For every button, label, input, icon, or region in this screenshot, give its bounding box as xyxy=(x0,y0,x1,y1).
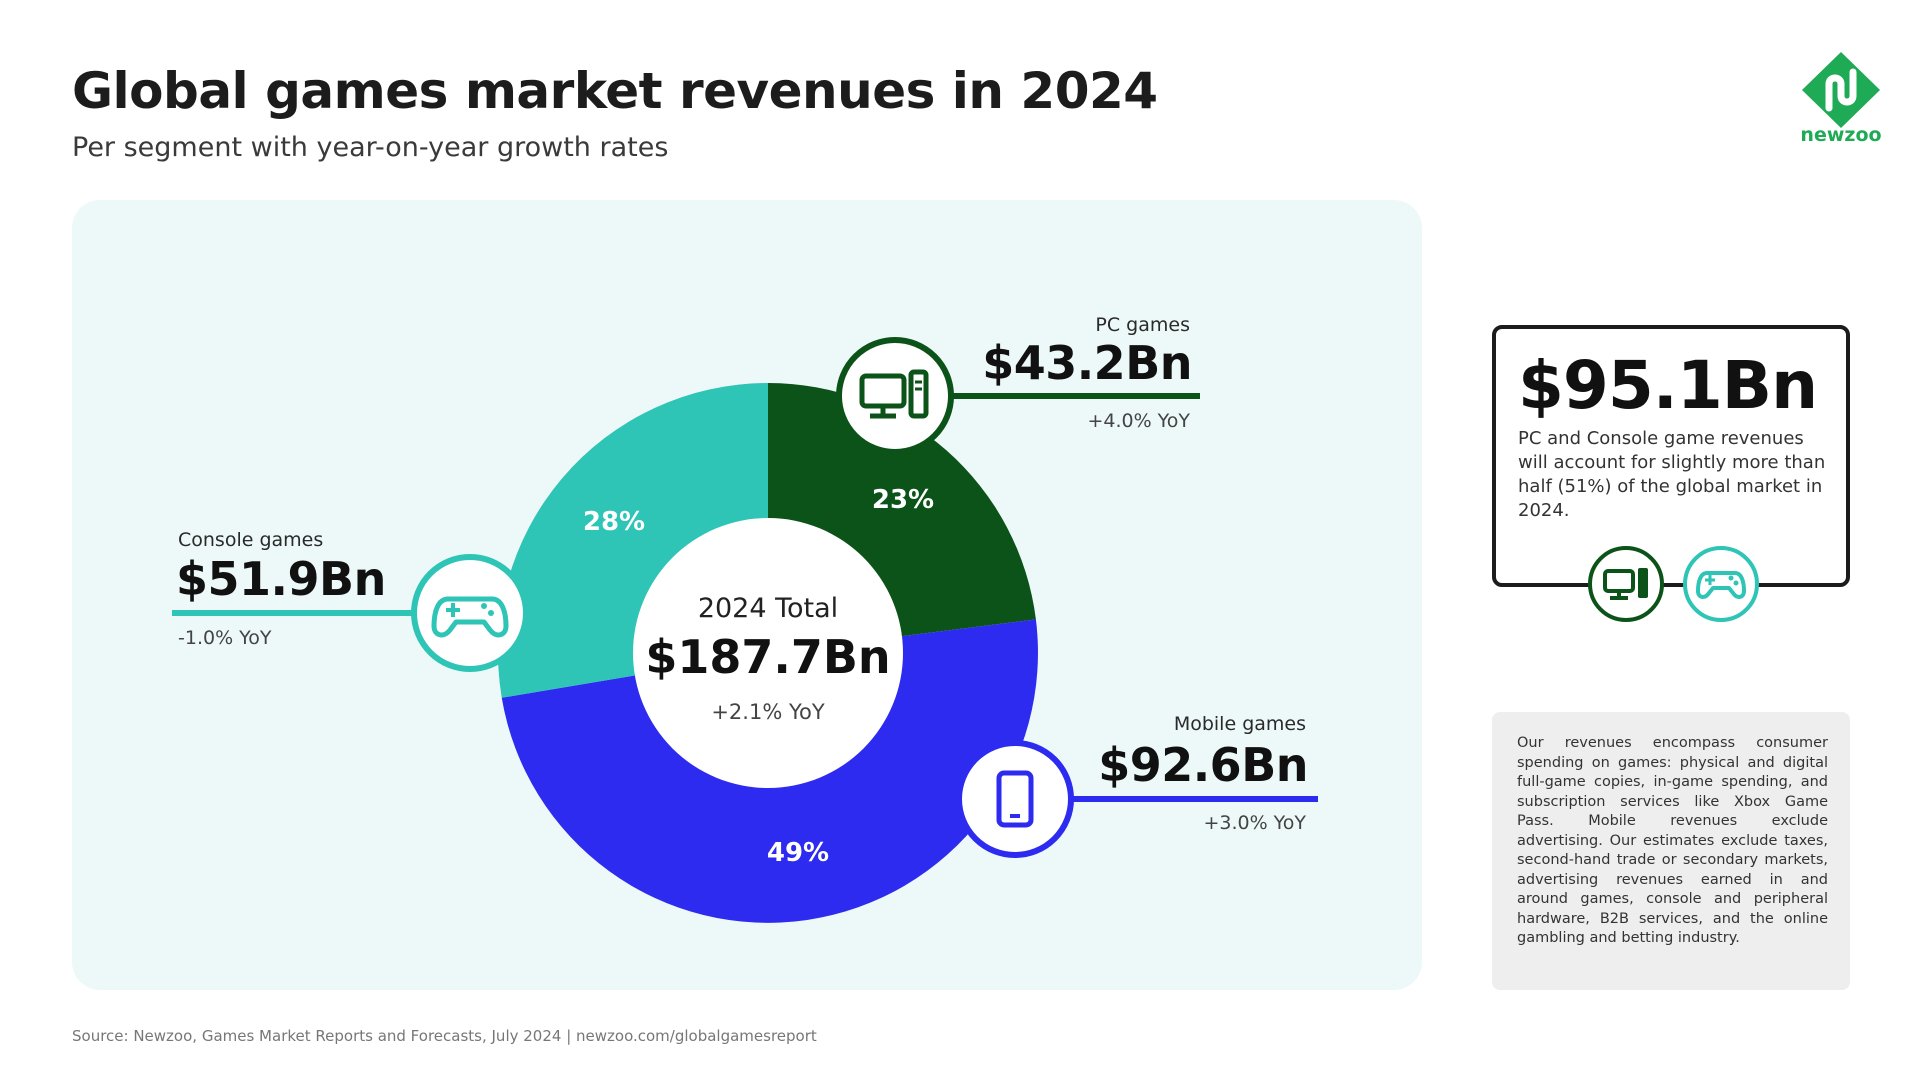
callout-text: PC and Console game revenues will accoun… xyxy=(1518,428,1826,521)
pc-value-label: $43.2Bn xyxy=(982,336,1192,390)
total-value: $187.7Bn xyxy=(645,630,891,684)
mobile-share-label: 49% xyxy=(766,838,830,868)
logo-text: newzoo xyxy=(1800,124,1882,146)
pc-console-callout: $95.1Bn PC and Console game revenues wil… xyxy=(1492,325,1850,587)
desktop-computer-icon xyxy=(836,337,954,455)
console-yoy-label: -1.0% YoY xyxy=(178,627,272,649)
mobile-name-label: Mobile games xyxy=(1173,713,1306,735)
gamepad-icon xyxy=(1683,546,1759,622)
total-label: 2024 Total xyxy=(697,593,839,624)
smartphone-icon xyxy=(956,740,1074,858)
chart-title: Global games market revenues in 2024 xyxy=(72,62,1158,120)
desktop-computer-icon xyxy=(1588,546,1664,622)
newzoo-logo-icon xyxy=(1802,52,1880,128)
callout-value: $95.1Bn xyxy=(1518,347,1818,424)
pc-share-label: 23% xyxy=(871,485,935,515)
chart-subtitle: Per segment with year-on-year growth rat… xyxy=(72,132,669,163)
gamepad-icon xyxy=(411,554,529,672)
mobile-yoy-label: +3.0% YoY xyxy=(1203,812,1306,834)
source-footer: Source: Newzoo, Games Market Reports and… xyxy=(72,1027,817,1045)
console-share-label: 28% xyxy=(582,507,646,537)
pc-yoy-label: +4.0% YoY xyxy=(1087,410,1190,432)
donut-hole xyxy=(633,518,903,788)
note-text: Our revenues encompass consumer spending… xyxy=(1517,735,1828,946)
mobile-value-label: $92.6Bn xyxy=(1098,738,1308,792)
methodology-note: Our revenues encompass consumer spending… xyxy=(1492,712,1850,990)
console-value-label: $51.9Bn xyxy=(176,552,386,606)
pc-name-label: PC games xyxy=(1095,314,1190,336)
total-yoy: +2.1% YoY xyxy=(711,700,825,724)
console-name-label: Console games xyxy=(178,529,324,551)
